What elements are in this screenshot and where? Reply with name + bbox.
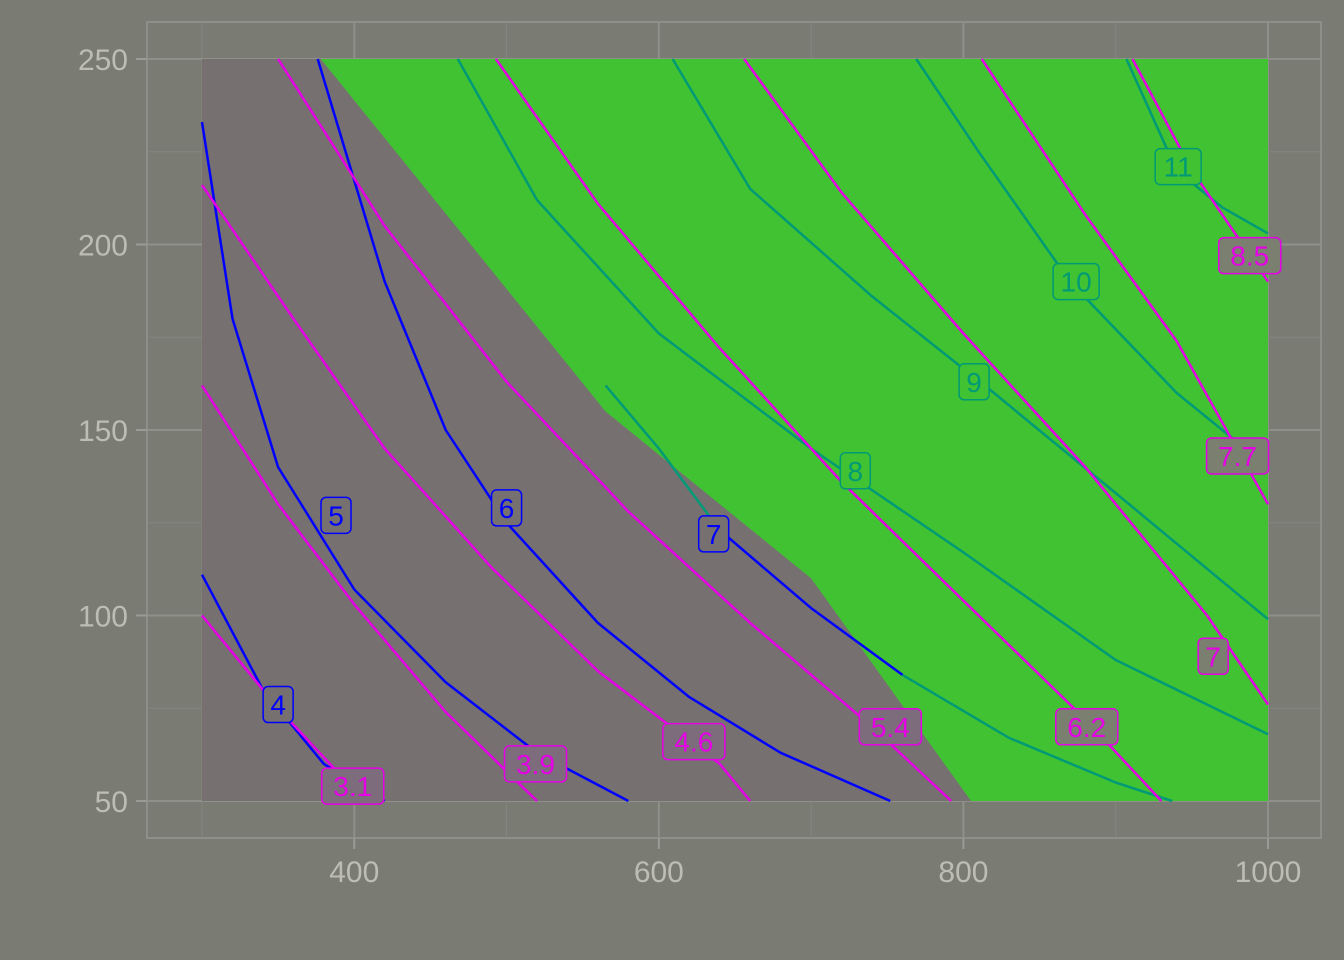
contour-line-a-11 — [1125, 58, 1269, 235]
infeasible-region — [202, 59, 972, 801]
x-tick-label: 800 — [938, 856, 988, 889]
contour-a-label-box-6 — [490, 489, 523, 527]
contour-a-label-box-9 — [958, 363, 990, 401]
y-tick-label: 250 — [78, 44, 128, 77]
contour-b-label-box-5.4 — [858, 708, 923, 746]
contour-a-label-5: 5 — [328, 500, 344, 531]
contour-b-label-8.5: 8.5 — [1230, 241, 1269, 272]
contour-a-label-4: 4 — [270, 690, 286, 721]
contour-b-label-5.4: 5.4 — [871, 712, 910, 743]
y-tick-label: 150 — [78, 415, 128, 448]
contour-line-b-7.7 — [980, 58, 1270, 505]
contour-b-label-box-4.6 — [662, 722, 726, 761]
contour-b-label-3.1: 3.1 — [333, 771, 372, 802]
contour-a-label-box-8 — [839, 452, 872, 490]
contour-line-b-7 — [743, 58, 1270, 706]
contour-a-label-10: 10 — [1061, 267, 1092, 298]
axes: 50 100 150 200 250 400 600 800 1000 — [78, 44, 1301, 889]
contour-a-label-box-7 — [697, 515, 730, 553]
contour-b-label-6.2: 6.2 — [1067, 712, 1106, 743]
contour-b-label-box-3.1 — [321, 767, 385, 805]
contour-b-label-box-3.9 — [503, 745, 568, 783]
contour-b-label-4.6: 4.6 — [674, 727, 713, 758]
x-tick-label: 400 — [329, 856, 379, 889]
x-tick-label: 600 — [634, 856, 684, 889]
contour-a-label-6: 6 — [499, 493, 515, 524]
contour-b-label-3.9: 3.9 — [516, 749, 555, 780]
contour-a-label-8: 8 — [848, 456, 864, 487]
contour-b-label-box-7.7 — [1205, 437, 1270, 475]
contour-a-label-7: 7 — [706, 519, 722, 550]
contour-line-b-4.6 — [200, 184, 752, 802]
x-tick-label: 1000 — [1235, 856, 1302, 889]
contour-b-label-7.7: 7.7 — [1218, 441, 1257, 472]
contour-b-label-box-6.2 — [1055, 708, 1119, 746]
contour-line-a-6 — [316, 58, 891, 803]
contour-b-label-box-8.5 — [1217, 236, 1282, 275]
contour-line-a-7 — [718, 529, 904, 676]
contour-line-a-9 — [671, 58, 1269, 621]
contour-line-a-7 — [901, 673, 1173, 803]
contour-a-label-11: 11 — [1164, 152, 1193, 183]
contour-a-label-box-5 — [320, 496, 352, 535]
contour-a-label-box-10 — [1052, 262, 1100, 301]
contour-a-label-9: 9 — [966, 367, 982, 398]
contour-a-label-box-11 — [1154, 147, 1202, 186]
y-tick-label: 100 — [78, 601, 128, 634]
region-fills — [202, 59, 1269, 801]
contour-line-b-3.9 — [200, 384, 538, 802]
y-tick-label: 50 — [95, 786, 128, 819]
contour-b-label-7: 7 — [1205, 641, 1221, 672]
contour-line-a-7 — [604, 384, 721, 531]
y-tick-label: 200 — [78, 230, 128, 263]
contour-b-label-box-7 — [1197, 637, 1229, 676]
contour-labels: 4 5 6 7 8 9 10 11 3.1 3.9 4.6 5.4 6.2 7 7.7 8.5 — [262, 147, 1282, 805]
contour-a-label-box-4 — [262, 685, 294, 724]
